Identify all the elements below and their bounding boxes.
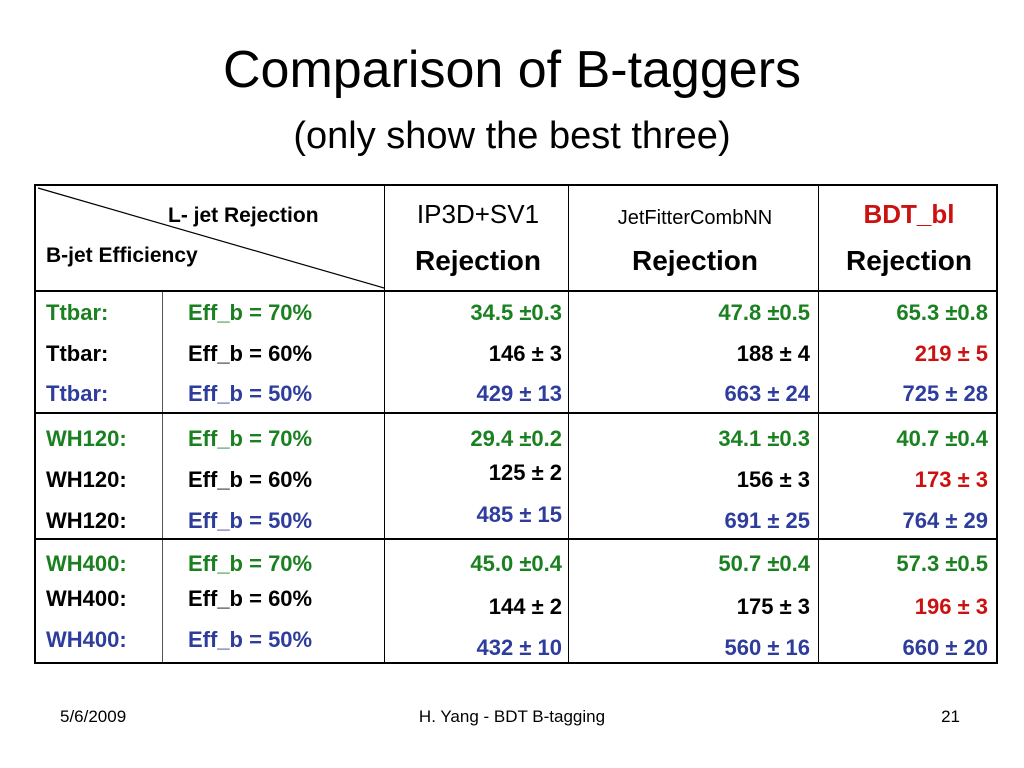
- col-header-bdt: BDT_bl Rejection: [820, 186, 998, 290]
- eff-label: Eff_b = 60%: [188, 467, 313, 492]
- col-name: JetFitterCombNN: [617, 207, 773, 229]
- value-cell: 40.7 ±0.4: [896, 426, 988, 451]
- col-header-jetfitter: JetFitterCombNN Rejection: [570, 186, 820, 290]
- value-cell: 432 ± 10: [476, 635, 562, 660]
- value-cell: 57.3 ±0.5: [896, 551, 988, 576]
- sample-label: WH120:: [46, 426, 127, 451]
- row-divider: [36, 290, 996, 292]
- value-cell: 146 ± 3: [488, 341, 562, 366]
- value-cell: 764 ± 29: [902, 508, 988, 533]
- footer-date: 5/6/2009: [60, 707, 127, 726]
- value-cell: 125 ± 2: [488, 460, 562, 485]
- eff-label: Eff_b = 50%: [188, 627, 313, 652]
- value-cell: 29.4 ±0.2: [470, 426, 562, 451]
- sample-label: WH400:: [46, 551, 127, 576]
- eff-label: Eff_b = 70%: [188, 426, 313, 451]
- col-divider: [818, 186, 819, 662]
- value-cell: 560 ± 16: [724, 635, 810, 660]
- row-divider: [36, 538, 996, 540]
- value-cell: 175 ± 3: [736, 594, 810, 619]
- value-cell: 144 ± 2: [488, 594, 562, 619]
- eff-label: Eff_b = 60%: [188, 586, 313, 611]
- col-divider: [568, 186, 569, 662]
- footer-center-text: H. Yang - BDT B-tagging: [418, 707, 606, 726]
- value-cell: 196 ± 3: [914, 594, 988, 619]
- sample-label: WH120:: [46, 508, 127, 533]
- eff-label: Eff_b = 60%: [188, 341, 313, 366]
- slide-title: Comparison of B-taggers: [222, 41, 802, 99]
- value-cell: 34.1 ±0.3: [718, 426, 810, 451]
- footer-page-number: 21: [941, 707, 960, 726]
- col-name: BDT_bl: [863, 199, 955, 229]
- sample-label: Ttbar:: [46, 381, 109, 406]
- value-cell: 485 ± 15: [476, 502, 562, 527]
- value-cell: 219 ± 5: [914, 341, 988, 366]
- col-name: IP3D+SV1: [416, 199, 540, 229]
- eff-label: Eff_b = 50%: [188, 508, 313, 533]
- eff-label: Eff_b = 50%: [188, 381, 313, 406]
- sample-divider: [162, 292, 163, 662]
- value-cell: 429 ± 13: [476, 381, 562, 406]
- col-sub: Rejection: [414, 245, 542, 276]
- value-cell: 691 ± 25: [724, 508, 810, 533]
- sample-label: WH400:: [46, 586, 127, 611]
- corner-diagonal-line: [37, 187, 385, 289]
- sample-label: WH120:: [46, 467, 127, 492]
- corner-header-beff: B-jet Efficiency: [46, 244, 198, 267]
- comparison-table: L- jet Rejection B-jet Efficiency IP3D+S…: [34, 184, 998, 664]
- value-cell: 173 ± 3: [914, 467, 988, 492]
- value-cell: 663 ± 24: [724, 381, 810, 406]
- eff-label: Eff_b = 70%: [188, 300, 313, 325]
- sample-label: WH400:: [46, 627, 127, 652]
- col-sub: Rejection: [845, 245, 973, 276]
- value-cell: 50.7 ±0.4: [718, 551, 810, 576]
- value-cell: 47.8 ±0.5: [718, 300, 810, 325]
- slide-subtitle: (only show the best three): [293, 115, 731, 157]
- sample-label: Ttbar:: [46, 341, 109, 366]
- sample-label: Ttbar:: [46, 300, 109, 325]
- col-header-ip3d: IP3D+SV1 Rejection: [386, 186, 570, 290]
- value-cell: 156 ± 3: [736, 467, 810, 492]
- value-cell: 65.3 ±0.8: [896, 300, 988, 325]
- value-cell: 34.5 ±0.3: [470, 300, 562, 325]
- col-sub: Rejection: [631, 245, 759, 276]
- corner-header-lrejection: L- jet Rejection: [168, 204, 319, 227]
- value-cell: 725 ± 28: [902, 381, 988, 406]
- value-cell: 45.0 ±0.4: [470, 551, 562, 576]
- value-cell: 188 ± 4: [736, 341, 810, 366]
- eff-label: Eff_b = 70%: [188, 551, 313, 576]
- row-divider: [36, 412, 996, 414]
- col-divider: [384, 186, 385, 662]
- value-cell: 660 ± 20: [902, 635, 988, 660]
